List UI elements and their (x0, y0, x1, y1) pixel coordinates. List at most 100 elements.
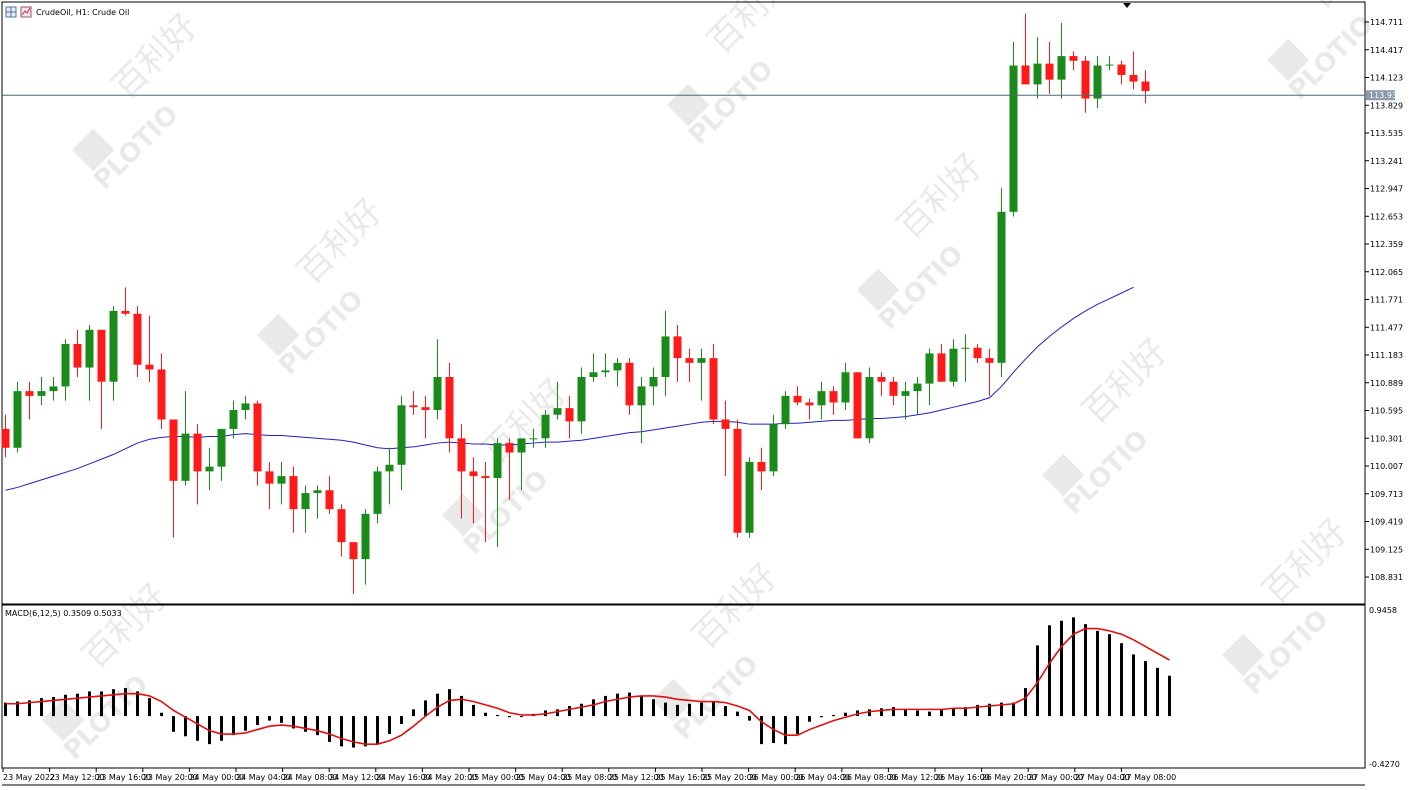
candle (865, 367, 874, 444)
macd-bar (1072, 617, 1075, 717)
macd-bar (1096, 630, 1099, 717)
macd-bar (1156, 667, 1159, 717)
time-tick-label: 24 May 04:00 (236, 773, 291, 782)
candle (493, 438, 502, 547)
candle (1057, 23, 1066, 99)
price-tick-label: 108.831 (1370, 573, 1403, 582)
candle (925, 348, 934, 406)
candle (205, 447, 214, 491)
macd-bar (916, 710, 919, 717)
macd-bar (868, 709, 871, 717)
candle-body (517, 438, 526, 453)
candle-body (241, 403, 250, 411)
candle-body (1117, 64, 1126, 75)
candle-body (577, 376, 586, 422)
macd-bar (412, 709, 415, 717)
candle-body (721, 419, 730, 429)
candle-body (1129, 74, 1138, 82)
candle (421, 395, 430, 439)
candle-body (457, 438, 466, 472)
macd-bar (100, 691, 103, 717)
macd-bar (736, 711, 739, 717)
candle-body (205, 466, 214, 472)
candle-body (481, 476, 490, 478)
candle (733, 419, 742, 538)
candle (385, 447, 394, 505)
macd-bar (820, 716, 823, 718)
candle (349, 542, 358, 595)
candle (1045, 41, 1054, 94)
candle (649, 367, 658, 406)
macd-bar (40, 698, 43, 717)
macd-bar (700, 702, 703, 717)
price-tick-label: 113.535 (1370, 129, 1403, 138)
macd-bar (268, 716, 271, 721)
candle (397, 395, 406, 491)
candle (937, 343, 946, 382)
candle-body (193, 433, 202, 472)
macd-bar (52, 697, 55, 717)
candle-body (409, 405, 418, 408)
candle-body (157, 369, 166, 420)
candle (1141, 70, 1150, 104)
price-tick-label: 114.711 (1370, 18, 1403, 27)
candle (277, 461, 286, 505)
current-price-value: 113.935 (1369, 91, 1402, 100)
candle (853, 372, 862, 439)
candle-body (985, 358, 994, 363)
time-tick-label: 25 May 12:00 (609, 773, 664, 782)
candle-body (1141, 81, 1150, 91)
candle (685, 348, 694, 382)
candle (73, 329, 82, 377)
candle-body (733, 428, 742, 533)
price-tick-label: 110.889 (1370, 379, 1403, 388)
macd-bar (28, 700, 31, 717)
candle (961, 334, 970, 382)
candle (817, 381, 826, 420)
price-tick-label: 112.359 (1370, 240, 1403, 249)
macd-bar (1036, 645, 1039, 717)
candle-body (997, 211, 1006, 363)
candle (469, 457, 478, 524)
candle-body (97, 329, 106, 382)
time-tick-label: 26 May 20:00 (982, 773, 1037, 782)
candle-body (661, 336, 670, 377)
candle (121, 287, 130, 316)
candle-body (625, 362, 634, 406)
candle-body (421, 407, 430, 411)
price-tick-label: 111.477 (1370, 323, 1403, 332)
macd-bar (316, 716, 319, 736)
candle (13, 381, 22, 453)
macd-bar (1120, 643, 1123, 717)
macd-bar (940, 709, 943, 717)
macd-bar (592, 699, 595, 717)
candle-body (325, 490, 334, 510)
candle (517, 438, 526, 491)
candle-body (817, 391, 826, 406)
time-tick-label: 23 May 12:00 (50, 773, 105, 782)
symbol-label: CrudeOil, H1: Crude Oil (36, 8, 129, 17)
macd-label: MACD(6,12,5) 0.3509 0.5033 (5, 609, 122, 618)
time-tick-label: 26 May 04:00 (795, 773, 850, 782)
macd-bar (844, 712, 847, 717)
macd-bar (424, 700, 427, 717)
candle-body (745, 461, 754, 533)
price-tick-label: 109.713 (1370, 490, 1403, 499)
macd-bar (556, 709, 559, 717)
candle-body (889, 381, 898, 396)
candle (529, 428, 538, 448)
macd-bar (628, 692, 631, 717)
candle-body (121, 310, 130, 314)
shift-marker-icon[interactable] (1123, 3, 1131, 8)
candle-body (805, 402, 814, 406)
candle-body (1057, 56, 1066, 80)
time-tick-label: 25 May 04:00 (516, 773, 571, 782)
candle-body (757, 461, 766, 472)
candle (1129, 51, 1138, 90)
macd-bar (880, 708, 883, 717)
candle-body (229, 410, 238, 429)
candle (145, 315, 154, 382)
candle (697, 348, 706, 401)
